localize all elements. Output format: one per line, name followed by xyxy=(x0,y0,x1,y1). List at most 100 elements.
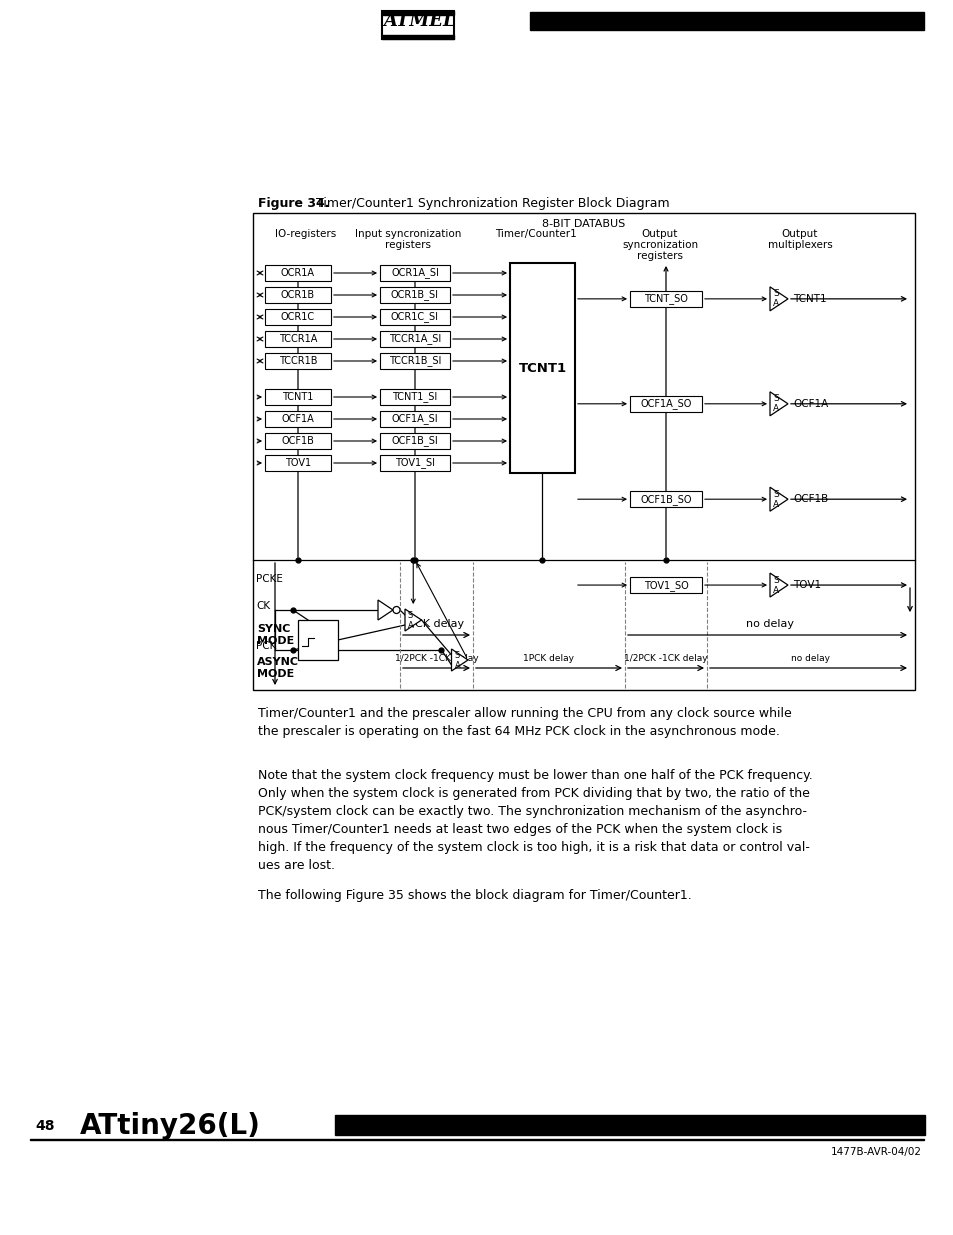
Text: MODE: MODE xyxy=(256,669,294,679)
Text: OCF1B_SI: OCF1B_SI xyxy=(392,436,438,447)
Bar xyxy=(265,411,331,427)
Text: OCF1A_SO: OCF1A_SO xyxy=(639,399,691,409)
Polygon shape xyxy=(451,650,468,671)
Text: PCK: PCK xyxy=(255,641,276,651)
Text: TCNT1: TCNT1 xyxy=(282,391,314,403)
Bar xyxy=(530,12,923,30)
Text: OCF1B: OCF1B xyxy=(281,436,314,446)
Text: TOV1_SO: TOV1_SO xyxy=(643,579,688,590)
Text: TCNT1: TCNT1 xyxy=(792,294,825,304)
Bar xyxy=(265,433,331,450)
Text: IO-registers: IO-registers xyxy=(275,228,336,240)
Bar xyxy=(30,1139,923,1140)
Text: A: A xyxy=(772,404,779,414)
Bar xyxy=(265,266,331,282)
Text: 1CK delay: 1CK delay xyxy=(408,619,464,629)
Text: TCNT1: TCNT1 xyxy=(517,362,566,374)
Text: ATtiny26(L): ATtiny26(L) xyxy=(80,1112,260,1140)
Text: multiplexers: multiplexers xyxy=(767,240,832,249)
Text: 1477B-AVR-04/02: 1477B-AVR-04/02 xyxy=(830,1147,921,1157)
Text: S: S xyxy=(772,576,778,584)
Text: OCF1A_SI: OCF1A_SI xyxy=(392,414,437,425)
Bar xyxy=(379,287,450,303)
Bar xyxy=(379,353,450,369)
Text: TOV1: TOV1 xyxy=(285,458,311,468)
Bar xyxy=(510,263,575,473)
Text: TCCR1A_SI: TCCR1A_SI xyxy=(389,333,440,345)
Text: OCR1C_SI: OCR1C_SI xyxy=(391,311,438,322)
Text: Timer/Counter1 and the prescaler allow running the CPU from any clock source whi: Timer/Counter1 and the prescaler allow r… xyxy=(257,706,791,739)
Bar xyxy=(379,389,450,405)
Bar xyxy=(335,1115,924,1135)
Text: Note that the system clock frequency must be lower than one half of the PCK freq: Note that the system clock frequency mus… xyxy=(257,769,812,872)
Text: 1/2PCK -1CK delay: 1/2PCK -1CK delay xyxy=(395,655,477,663)
Polygon shape xyxy=(769,487,787,511)
Bar xyxy=(629,291,701,306)
Bar xyxy=(265,331,331,347)
Text: 1PCK delay: 1PCK delay xyxy=(523,655,574,663)
Text: Timer/Counter1 Synchronization Register Block Diagram: Timer/Counter1 Synchronization Register … xyxy=(315,198,669,210)
Bar xyxy=(379,433,450,450)
Text: CK: CK xyxy=(255,601,270,611)
Text: ASYNC: ASYNC xyxy=(256,657,298,667)
Text: TCCR1A: TCCR1A xyxy=(278,333,316,345)
Text: no delay: no delay xyxy=(791,655,830,663)
Polygon shape xyxy=(769,573,787,597)
Text: Output: Output xyxy=(781,228,818,240)
Text: PCKE: PCKE xyxy=(255,574,283,584)
Text: ATMEL: ATMEL xyxy=(383,12,456,30)
Bar xyxy=(379,411,450,427)
Bar xyxy=(265,309,331,325)
Text: 8-BIT DATABUS: 8-BIT DATABUS xyxy=(542,219,625,228)
Text: S: S xyxy=(772,289,778,299)
Text: S: S xyxy=(454,651,459,659)
Polygon shape xyxy=(405,609,421,631)
Text: OCR1B: OCR1B xyxy=(280,290,314,300)
Circle shape xyxy=(393,606,399,614)
Text: OCF1A: OCF1A xyxy=(281,414,314,424)
Text: 1/2PCK -1CK delay: 1/2PCK -1CK delay xyxy=(623,655,707,663)
Text: OCF1B: OCF1B xyxy=(792,494,827,504)
Text: TCNT1_SI: TCNT1_SI xyxy=(392,391,437,403)
Bar xyxy=(629,577,701,593)
Bar xyxy=(629,395,701,411)
Text: TOV1_SI: TOV1_SI xyxy=(395,457,435,468)
Bar xyxy=(253,212,914,690)
Text: TCNT_SO: TCNT_SO xyxy=(643,294,687,304)
Text: 48: 48 xyxy=(35,1119,54,1132)
Bar xyxy=(297,620,337,659)
Text: OCF1A: OCF1A xyxy=(792,399,827,409)
Text: The following Figure 35 shows the block diagram for Timer/Counter1.: The following Figure 35 shows the block … xyxy=(257,889,691,902)
Text: no delay: no delay xyxy=(745,619,793,629)
Text: S: S xyxy=(772,490,778,499)
Bar xyxy=(381,35,454,40)
Text: registers: registers xyxy=(637,251,682,261)
Text: S: S xyxy=(408,610,413,620)
Text: TOV1: TOV1 xyxy=(792,580,821,590)
Text: TCCR1B_SI: TCCR1B_SI xyxy=(389,356,440,367)
Bar xyxy=(381,11,454,15)
Text: registers: registers xyxy=(385,240,431,249)
Text: Timer/Counter1: Timer/Counter1 xyxy=(495,228,577,240)
Text: S: S xyxy=(772,394,778,404)
Text: A: A xyxy=(454,661,459,669)
Bar xyxy=(379,309,450,325)
Text: TCCR1B: TCCR1B xyxy=(278,356,317,366)
Bar xyxy=(629,492,701,508)
Text: OCR1C: OCR1C xyxy=(280,312,314,322)
Bar xyxy=(379,454,450,471)
Text: A: A xyxy=(772,500,779,509)
Polygon shape xyxy=(377,600,393,620)
Text: OCR1A_SI: OCR1A_SI xyxy=(391,268,438,278)
Text: Output: Output xyxy=(641,228,678,240)
Polygon shape xyxy=(769,391,787,416)
Text: OCR1A: OCR1A xyxy=(281,268,314,278)
Text: A: A xyxy=(772,585,779,594)
Text: OCF1B_SO: OCF1B_SO xyxy=(639,494,691,505)
Text: Figure 34.: Figure 34. xyxy=(257,198,329,210)
Text: A: A xyxy=(408,620,414,630)
Text: SYNC: SYNC xyxy=(256,624,290,634)
Polygon shape xyxy=(769,287,787,311)
Bar xyxy=(265,353,331,369)
Bar xyxy=(379,331,450,347)
